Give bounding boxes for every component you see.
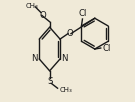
Text: Cl: Cl [78,8,87,18]
Text: N: N [62,54,68,63]
Text: CH₃: CH₃ [25,3,38,9]
Text: S: S [47,77,52,86]
Text: CH₃: CH₃ [60,87,73,93]
Text: Cl: Cl [102,44,111,53]
Text: O: O [39,11,46,20]
Text: N: N [31,54,38,63]
Text: O: O [66,29,73,38]
